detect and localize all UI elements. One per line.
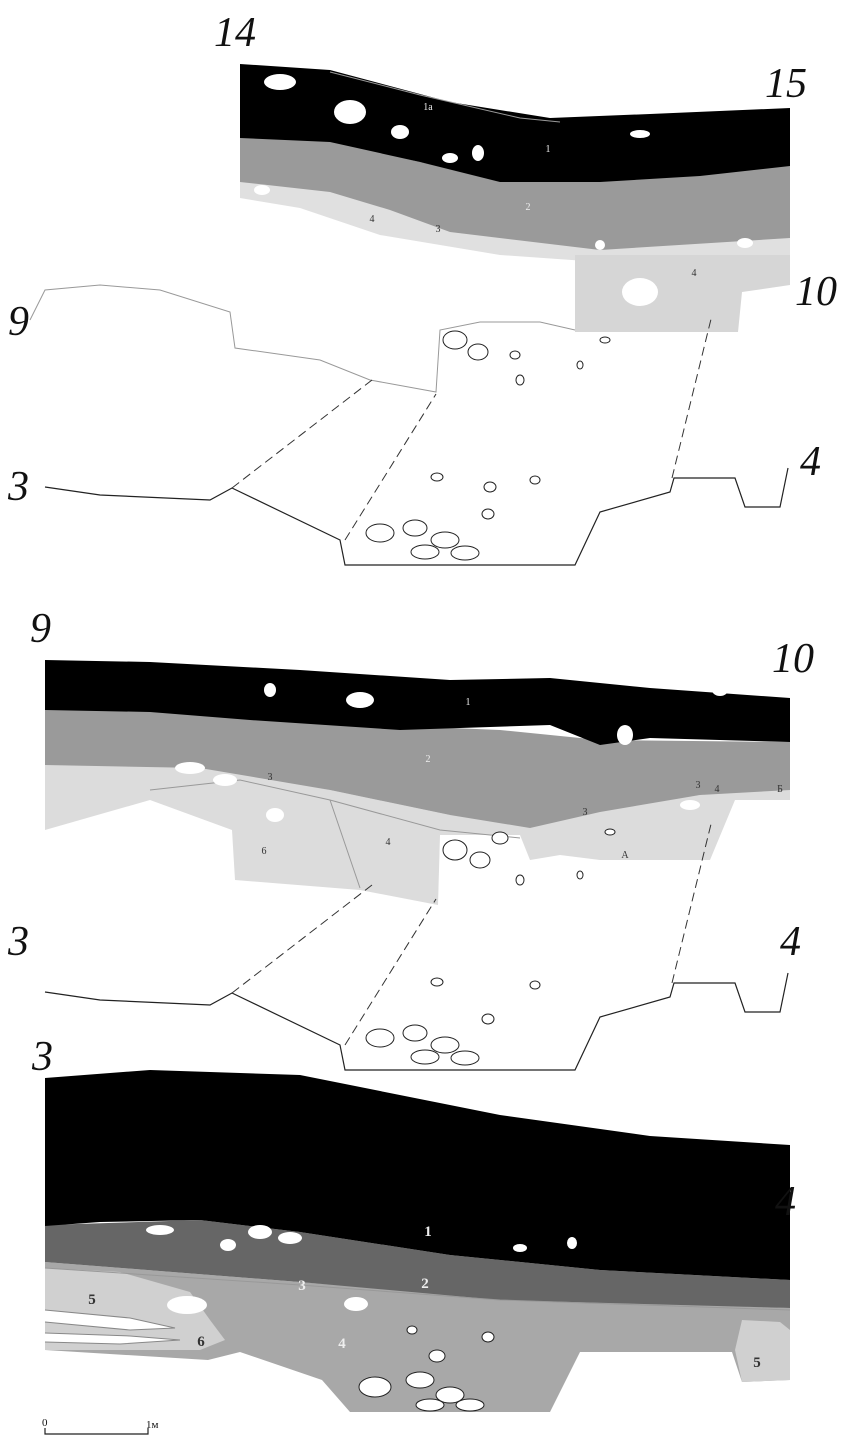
layer-label: 5 [88,1292,96,1308]
corner-label: 4 [800,439,821,485]
layer-label: 6 [262,846,267,857]
corner-label: 9 [8,299,29,345]
layer-label: 3 [298,1278,306,1294]
layer-label: 3 [268,772,273,783]
layer-label: 4 [338,1336,346,1352]
corner-label: 3 [7,464,29,510]
layer-label: 1а [423,102,433,113]
corner-label: 3 [7,919,29,965]
layer-label: 6 [197,1334,205,1350]
layer-label: 4 [692,268,697,279]
layer-label: 2 [426,754,431,765]
layer-label: 1 [466,697,471,708]
layer-label: 5 [753,1355,761,1371]
section-panel: 9 10 3 4 1 2 3 3 3 4 Б 6 4 А [7,606,814,1071]
layer-label: 3 [583,807,588,818]
scale-start: 0 [42,1417,48,1429]
layer-label: 2 [526,202,531,213]
layer-label: 4 [715,784,720,795]
layer-label: 3 [436,224,441,235]
layer-label: 1 [546,144,551,155]
layer-label: Б [777,784,783,795]
corner-label: 14 [214,10,256,56]
section-panel: 14 15 9 10 3 4 1а 1 2 3 4 4 [7,10,837,566]
layer-label: 2 [421,1276,429,1292]
corner-label: 4 [780,919,801,965]
corner-label: 3 [31,1034,53,1080]
scale-bar: 0 1м [42,1417,159,1435]
layer-label: 1 [424,1224,432,1240]
layer-label: А [621,850,629,861]
layer-label: 3 [696,780,701,791]
layer-label: 4 [386,837,391,848]
corner-label: 4 [775,1179,796,1225]
section-panel: 3 4 1 2 3 5 6 4 5 [31,1034,796,1412]
layer-label: 4 [370,214,375,225]
corner-label: 9 [30,606,51,652]
corner-label: 10 [772,636,814,682]
corner-label: 15 [765,61,807,107]
scale-end: 1м [146,1419,159,1431]
corner-label: 10 [795,269,837,315]
